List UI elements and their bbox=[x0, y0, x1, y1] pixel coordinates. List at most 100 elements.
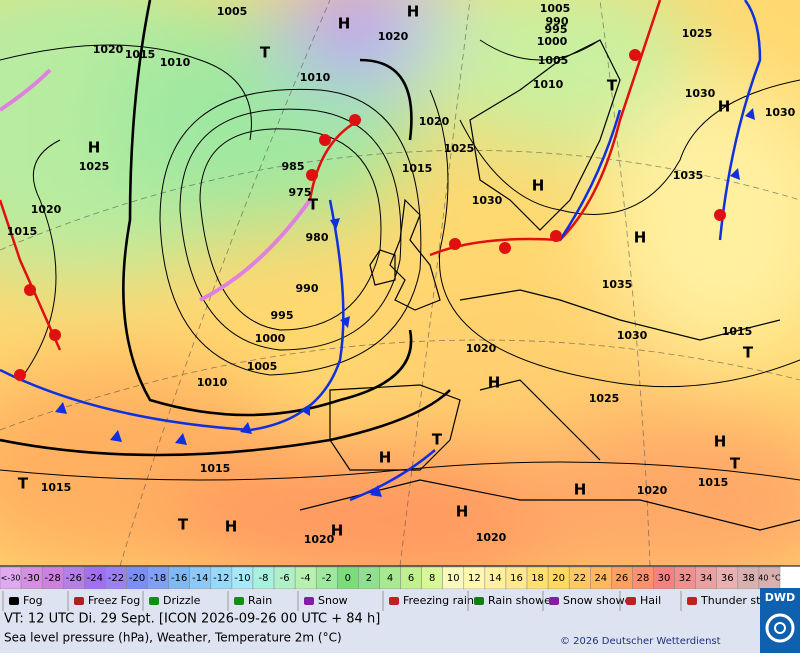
legend-label: Drizzle bbox=[163, 594, 201, 607]
high-pressure-marker: H bbox=[718, 98, 731, 116]
scale-label: 36 bbox=[721, 573, 734, 584]
low-pressure-marker: T bbox=[18, 475, 29, 493]
logo-swirl bbox=[774, 622, 786, 634]
legend-icon bbox=[149, 597, 159, 605]
legend-icon bbox=[389, 597, 399, 605]
isobar-label: 1025 bbox=[444, 142, 475, 155]
scale-label: -12 bbox=[213, 573, 229, 584]
scale-label: -24 bbox=[87, 573, 103, 584]
isobar-label: 1015 bbox=[698, 476, 729, 489]
scale-label: -30 bbox=[23, 573, 39, 584]
isobar-label: 1015 bbox=[41, 481, 72, 494]
scale-label: -22 bbox=[108, 573, 124, 584]
isobar-label: 1035 bbox=[602, 278, 633, 291]
scale-label: 10 bbox=[447, 573, 460, 584]
scale-label: -14 bbox=[192, 573, 208, 584]
logo-swirl bbox=[765, 613, 795, 643]
isobar-label: 1005 bbox=[540, 2, 571, 15]
low-pressure-marker: T bbox=[308, 196, 319, 214]
legend-icon bbox=[626, 597, 636, 605]
isobar-label: 995 bbox=[271, 309, 294, 322]
isobar-label: 1015 bbox=[402, 162, 433, 175]
high-pressure-marker: H bbox=[225, 518, 238, 536]
scale-label: 34 bbox=[700, 573, 713, 584]
isobar-label: 980 bbox=[306, 231, 329, 244]
scale-label: -20 bbox=[129, 573, 145, 584]
isobar-label: 990 bbox=[296, 282, 319, 295]
legend-icon bbox=[549, 597, 559, 605]
isobar-label: 1025 bbox=[682, 27, 713, 40]
legend-label: Snow shower bbox=[563, 594, 636, 607]
low-pressure-marker: T bbox=[730, 455, 741, 473]
isobar-label: 1020 bbox=[93, 43, 124, 56]
scale-label: 40 °C bbox=[758, 574, 781, 583]
low-pressure-marker: T bbox=[743, 344, 754, 362]
scale-label: -26 bbox=[66, 573, 82, 584]
legend-icon bbox=[687, 597, 697, 605]
legend-label: Snow bbox=[318, 594, 348, 607]
legend-label: Freezing rain bbox=[403, 594, 474, 607]
isobar-label: 1020 bbox=[466, 342, 497, 355]
isobar-label: 1010 bbox=[300, 71, 331, 84]
logo: DWD bbox=[765, 591, 795, 604]
scale-label: -8 bbox=[259, 573, 269, 584]
scale-label: -18 bbox=[150, 573, 166, 584]
isobar-label: 1000 bbox=[537, 35, 568, 48]
scale-label: 16 bbox=[510, 573, 523, 584]
legend-label: Hail bbox=[640, 594, 661, 607]
copyright: © 2026 Deutscher Wetterdienst bbox=[560, 636, 721, 647]
isobar-label: 1020 bbox=[304, 533, 335, 546]
scale-label: -10 bbox=[234, 573, 250, 584]
scale-label: <-30 bbox=[1, 574, 21, 583]
scale-label: -28 bbox=[45, 573, 61, 584]
low-pressure-marker: T bbox=[178, 516, 189, 534]
scale-label: 26 bbox=[616, 573, 629, 584]
high-pressure-marker: H bbox=[331, 522, 344, 540]
low-pressure-marker: T bbox=[260, 44, 271, 62]
legend-icon bbox=[74, 597, 84, 605]
legend-icon bbox=[234, 597, 244, 605]
isobar-label: 1005 bbox=[247, 360, 278, 373]
legend-label: Freez Fog bbox=[88, 594, 140, 607]
high-pressure-marker: H bbox=[88, 139, 101, 157]
weather-legend: Fog Freez Fog Drizzle Rain Snow Freezing rain… bbox=[2, 591, 782, 611]
valid-time: VT: 12 UTC Di. 29 Sept. [ICON 2026-09-26… bbox=[4, 612, 380, 627]
isobar-label: 1015 bbox=[200, 462, 231, 475]
isobar-label: 1005 bbox=[538, 54, 569, 67]
isobar-label: 1010 bbox=[533, 78, 564, 91]
scale-label: 12 bbox=[468, 573, 481, 584]
isobar-label: 1025 bbox=[79, 160, 110, 173]
high-pressure-marker: H bbox=[456, 503, 469, 521]
high-pressure-marker: H bbox=[407, 3, 420, 21]
isobar-label: 1015 bbox=[125, 48, 156, 61]
scale-label: -16 bbox=[171, 573, 187, 584]
high-pressure-marker: H bbox=[379, 449, 392, 467]
isobar-label: 1010 bbox=[160, 56, 191, 69]
description: Sea level pressure (hPa), Weather, Tempe… bbox=[4, 631, 342, 645]
scale-label: 20 bbox=[552, 573, 565, 584]
legend-label: Fog bbox=[23, 594, 43, 607]
isobar-label: 1015 bbox=[722, 325, 753, 338]
isobar-label: 1030 bbox=[765, 106, 796, 119]
scale-label: 4 bbox=[387, 573, 393, 584]
isobar-label: 1030 bbox=[617, 329, 648, 342]
legend-icon bbox=[304, 597, 314, 605]
isobar-label: 1020 bbox=[419, 115, 450, 128]
isobar-label: 1000 bbox=[255, 332, 286, 345]
high-pressure-marker: H bbox=[574, 481, 587, 499]
scale-label: 24 bbox=[594, 573, 607, 584]
isobar-label: 1020 bbox=[31, 203, 62, 216]
footer-background bbox=[0, 590, 800, 653]
temperature-scale: <-30 -30 -28 -26 -24 -22 -20 -18 -16 -14 -12 -10 -8-… bbox=[0, 566, 781, 590]
isobar-label: 985 bbox=[282, 160, 305, 173]
scale-label: 6 bbox=[408, 573, 414, 584]
scale-label: 2 bbox=[366, 573, 372, 584]
isobar-label: 1015 bbox=[7, 225, 38, 238]
scale-label: 28 bbox=[637, 573, 650, 584]
legend-icon bbox=[474, 597, 484, 605]
isobar-label: 1020 bbox=[378, 30, 409, 43]
isobar-label: 990 bbox=[546, 15, 569, 28]
